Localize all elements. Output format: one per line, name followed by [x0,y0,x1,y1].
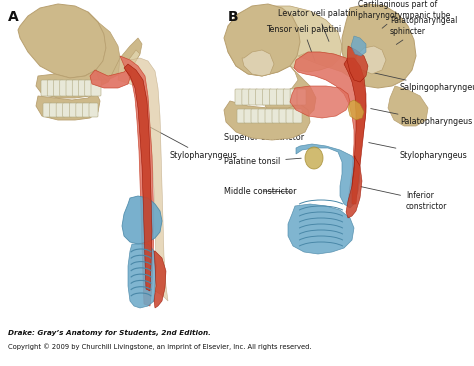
Text: B: B [228,10,238,24]
FancyBboxPatch shape [69,103,78,117]
Polygon shape [128,244,156,308]
FancyBboxPatch shape [41,80,51,96]
Polygon shape [344,58,366,204]
FancyBboxPatch shape [235,89,244,105]
Text: Tensor veli palatini: Tensor veli palatini [266,26,341,61]
Text: Palatopharyngeus: Palatopharyngeus [371,109,472,127]
Polygon shape [36,92,100,120]
FancyBboxPatch shape [85,80,95,96]
FancyBboxPatch shape [249,89,258,105]
Polygon shape [126,50,140,66]
Polygon shape [342,4,416,88]
Polygon shape [290,86,350,118]
Text: Salpingopharyngeus: Salpingopharyngeus [373,72,474,93]
FancyBboxPatch shape [265,109,274,123]
FancyBboxPatch shape [89,103,98,117]
FancyBboxPatch shape [279,109,288,123]
FancyBboxPatch shape [276,89,285,105]
Text: Palatopharyngeal
sphincter: Palatopharyngeal sphincter [390,16,457,44]
FancyBboxPatch shape [283,89,292,105]
Polygon shape [294,52,366,204]
Polygon shape [72,12,120,90]
FancyBboxPatch shape [244,109,253,123]
Polygon shape [224,4,300,76]
Text: Superior constrictor: Superior constrictor [224,108,304,142]
Polygon shape [265,66,316,122]
Ellipse shape [305,147,323,169]
Text: A: A [8,10,19,24]
Polygon shape [122,196,162,244]
FancyBboxPatch shape [76,103,85,117]
Text: Levator veli palatini: Levator veli palatini [278,10,358,41]
Polygon shape [288,204,354,254]
FancyBboxPatch shape [47,80,57,96]
FancyBboxPatch shape [56,103,65,117]
FancyBboxPatch shape [237,109,246,123]
FancyBboxPatch shape [255,89,264,105]
FancyBboxPatch shape [263,89,272,105]
Polygon shape [351,36,366,56]
FancyBboxPatch shape [297,89,306,105]
Polygon shape [36,70,100,98]
FancyBboxPatch shape [79,80,89,96]
FancyBboxPatch shape [54,80,64,96]
Polygon shape [346,156,362,218]
FancyBboxPatch shape [286,109,295,123]
Polygon shape [298,52,358,78]
FancyBboxPatch shape [63,103,72,117]
Polygon shape [296,144,360,208]
FancyBboxPatch shape [66,80,76,96]
FancyBboxPatch shape [258,109,267,123]
FancyBboxPatch shape [82,103,91,117]
FancyBboxPatch shape [50,103,59,117]
FancyBboxPatch shape [293,109,302,123]
FancyBboxPatch shape [242,89,251,105]
Polygon shape [118,56,168,301]
Text: Inferior
constrictor: Inferior constrictor [361,187,447,211]
Polygon shape [96,38,142,82]
Text: Middle constrictor: Middle constrictor [224,187,297,195]
Polygon shape [242,50,274,76]
Polygon shape [90,66,132,88]
Polygon shape [18,4,106,78]
FancyBboxPatch shape [43,103,52,117]
Text: Stylopharyngeus: Stylopharyngeus [150,127,238,161]
Polygon shape [356,46,386,74]
Text: Stylopharyngeus: Stylopharyngeus [369,143,468,161]
Text: Cartilaginous part of
pharyngotympanic tube: Cartilaginous part of pharyngotympanic t… [358,0,450,28]
FancyBboxPatch shape [290,89,299,105]
FancyBboxPatch shape [91,80,101,96]
Polygon shape [154,251,166,308]
Polygon shape [124,64,152,291]
FancyBboxPatch shape [269,89,278,105]
FancyBboxPatch shape [251,109,260,123]
Text: Drake: Gray’s Anatomy for Students, 2nd Edition.: Drake: Gray’s Anatomy for Students, 2nd … [8,330,211,336]
Polygon shape [228,6,342,76]
Text: Palatine tonsil: Palatine tonsil [224,157,301,167]
Polygon shape [120,56,154,306]
Polygon shape [388,86,428,126]
Polygon shape [224,101,310,140]
Text: Copyright © 2009 by Churchill Livingstone, an imprint of Elsevier, Inc. All righ: Copyright © 2009 by Churchill Livingston… [8,343,311,350]
Polygon shape [348,100,364,120]
FancyBboxPatch shape [60,80,70,96]
Polygon shape [347,46,368,82]
FancyBboxPatch shape [72,80,82,96]
FancyBboxPatch shape [272,109,281,123]
